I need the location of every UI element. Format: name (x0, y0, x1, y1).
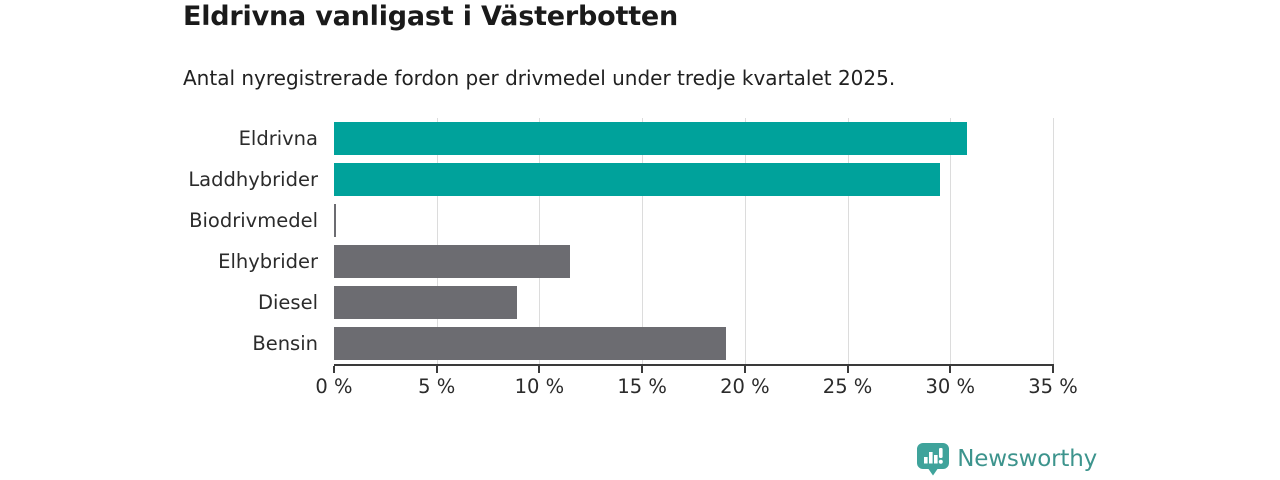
category-label-biodrivmedel: Biodrivmedel (189, 208, 318, 232)
x-axis-ticks: 0 % 5 % 10 % 15 % 20 % 25 % 30 % 35 % (315, 366, 1078, 400)
tick-mark-30pct (949, 366, 952, 373)
bar-elhybrider (334, 245, 571, 278)
tick-label-35pct: 35 % (1028, 375, 1078, 398)
category-label-diesel: Diesel (257, 290, 318, 314)
tick-mark-20pct (743, 366, 746, 373)
category-label-elhybrider: Elhybrider (218, 249, 318, 273)
newsworthy-logo-icon (917, 443, 950, 476)
gridline-20pct (744, 118, 746, 364)
tick-mark-35pct (1052, 366, 1054, 373)
bar-diesel (334, 286, 517, 319)
gridline-35pct (1053, 118, 1054, 364)
tick-label-15pct: 15 % (617, 375, 667, 398)
chart-subtitle: Antal nyregistrerade fordon per drivmede… (183, 66, 896, 90)
tick-mark-0pct (333, 366, 335, 373)
tick-mark-25pct (846, 366, 849, 373)
category-axis-labels: Eldrivna Laddhybrider Biodrivmedel Elhybrid… (0, 118, 318, 364)
plot-area (334, 118, 1054, 364)
gridline-30pct (950, 118, 952, 364)
newsworthy-logo-text: Newsworthy (957, 446, 1097, 472)
tick-mark-5pct (435, 366, 438, 373)
bar-biodrivmedel (334, 204, 337, 237)
bar-laddhybrider (334, 163, 940, 196)
category-label-eldrivna: Eldrivna (238, 126, 318, 150)
chart-title: Eldrivna vanligast i Västerbotten (183, 1, 679, 32)
gridline-25pct (847, 118, 849, 364)
tick-label-10pct: 10 % (514, 375, 565, 398)
x-axis-line (334, 364, 1054, 366)
gridline-5pct (436, 118, 438, 364)
tick-label-5pct: 5 % (418, 375, 456, 398)
gridline-15pct (642, 118, 644, 364)
category-label-laddhybrider: Laddhybrider (188, 167, 318, 191)
tick-mark-15pct (641, 366, 644, 373)
tick-label-30pct: 30 % (925, 375, 976, 398)
bar-bensin (334, 327, 727, 360)
branding-footer: Newsworthy (916, 442, 1097, 476)
category-label-bensin: Bensin (252, 331, 318, 355)
tick-label-25pct: 25 % (822, 375, 873, 398)
gridline-10pct (539, 118, 541, 364)
tick-label-20pct: 20 % (720, 375, 770, 398)
bar-eldrivna (334, 122, 967, 155)
tick-mark-10pct (538, 366, 541, 373)
tick-label-0pct: 0 % (315, 375, 353, 398)
